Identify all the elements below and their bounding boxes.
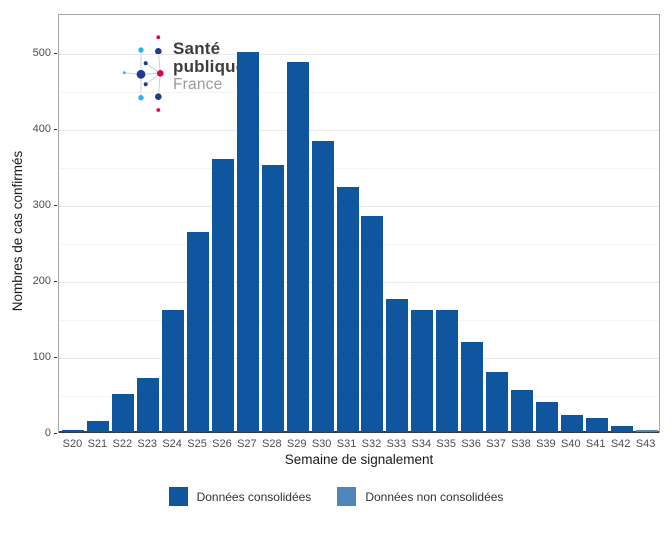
logo-line-3: France (173, 76, 223, 93)
bar-S33 (386, 299, 409, 432)
y-tick-mark (54, 357, 57, 359)
bar-S26 (211, 158, 234, 432)
bar-S38 (510, 390, 533, 432)
gridline-minor (59, 91, 659, 93)
gridline-minor (59, 395, 659, 397)
logo-text: Santé publique France (173, 40, 245, 94)
legend-label: Données consolidées (196, 489, 312, 504)
bar-S32 (361, 215, 384, 432)
bar-S27 (236, 51, 259, 432)
bar-S31 (336, 186, 359, 432)
bar-S34 (411, 309, 434, 432)
gridline-major (59, 357, 659, 359)
x-tick-label-S37: S37 (486, 438, 506, 450)
x-tick-label-S27: S27 (237, 438, 257, 450)
bar-S22 (112, 394, 135, 432)
y-tick-label: 100 (32, 351, 51, 364)
gridline-major (59, 53, 659, 55)
bar-S41 (585, 418, 608, 432)
logo-line-2: publique (173, 56, 246, 76)
x-tick-label-S25: S25 (187, 438, 207, 450)
y-tick-label: 400 (32, 123, 51, 136)
x-tick-label-S23: S23 (137, 438, 157, 450)
bar-S37 (486, 372, 509, 432)
y-tick-mark (54, 53, 57, 55)
y-tick-label: 500 (32, 47, 51, 60)
x-tick-label-S38: S38 (511, 438, 531, 450)
x-tick-label-S43: S43 (635, 438, 656, 450)
x-tick-label-S29: S29 (286, 438, 307, 450)
bar-S43 (635, 429, 658, 432)
y-tick-label: 200 (32, 275, 51, 288)
x-tick-label-S31: S31 (336, 438, 357, 450)
bar-S39 (535, 402, 558, 432)
gridline-major (59, 205, 659, 207)
legend-item: Données consolidées (168, 487, 312, 506)
x-axis-title: Semaine de signalement (284, 452, 434, 467)
x-tick-label-S39: S39 (536, 438, 556, 450)
x-axis-line (59, 431, 659, 433)
x-tick-label-S36: S36 (461, 438, 481, 450)
bar-S35 (436, 309, 459, 432)
x-tick-label-S33: S33 (386, 438, 407, 450)
y-axis-title: Nombres de cas confirmés (10, 150, 25, 312)
y-tick-mark (54, 205, 57, 207)
chart-legend: Données consolidées Données non consolidé… (0, 487, 672, 506)
x-tick-label-S30: S30 (311, 438, 332, 450)
bar-S36 (461, 342, 484, 432)
bar-S28 (261, 164, 284, 432)
gridline-major (59, 129, 659, 131)
gridline-major (59, 281, 659, 283)
x-tick-label-S40: S40 (560, 438, 581, 450)
legend-swatch-icon (337, 487, 357, 506)
y-tick-label: 300 (32, 199, 51, 212)
x-tick-label-S22: S22 (112, 438, 133, 450)
logo-dots-icon (122, 35, 164, 112)
bar-S20 (62, 429, 85, 432)
x-tick-label-S34: S34 (411, 438, 432, 450)
plot-panel: Santé publique France (58, 14, 660, 433)
gridline-minor (59, 319, 659, 321)
y-tick-label: 0 (44, 427, 51, 439)
bar-S42 (610, 425, 633, 432)
x-tick-label-S42: S42 (610, 438, 631, 450)
legend-label: Données non consolidées (365, 489, 504, 504)
x-tick-label-S41: S41 (585, 438, 606, 450)
bar-S25 (187, 231, 210, 432)
bar-S40 (560, 415, 583, 432)
bar-S24 (162, 309, 185, 432)
y-tick-mark (54, 433, 57, 434)
logo-line-1: Santé (173, 39, 221, 58)
bar-S23 (137, 378, 160, 432)
sante-publique-france-logo: Santé publique France (121, 31, 245, 115)
x-tick-label-S20: S20 (62, 438, 83, 450)
bar-S21 (87, 420, 110, 432)
y-tick-mark (54, 129, 57, 131)
gridline-minor (59, 243, 659, 245)
x-tick-label-S24: S24 (162, 438, 182, 450)
x-tick-label-S21: S21 (87, 438, 108, 450)
x-tick-label-S28: S28 (261, 438, 282, 450)
legend-swatch-icon (168, 487, 188, 506)
legend-item: Données non consolidées (337, 487, 503, 506)
y-tick-mark (54, 281, 57, 283)
bar-S29 (286, 61, 309, 432)
gridline-minor (59, 167, 659, 169)
x-tick-label-S26: S26 (212, 438, 232, 450)
x-tick-label-S35: S35 (436, 438, 456, 450)
bar-S30 (311, 140, 334, 432)
x-tick-label-S32: S32 (361, 438, 382, 450)
